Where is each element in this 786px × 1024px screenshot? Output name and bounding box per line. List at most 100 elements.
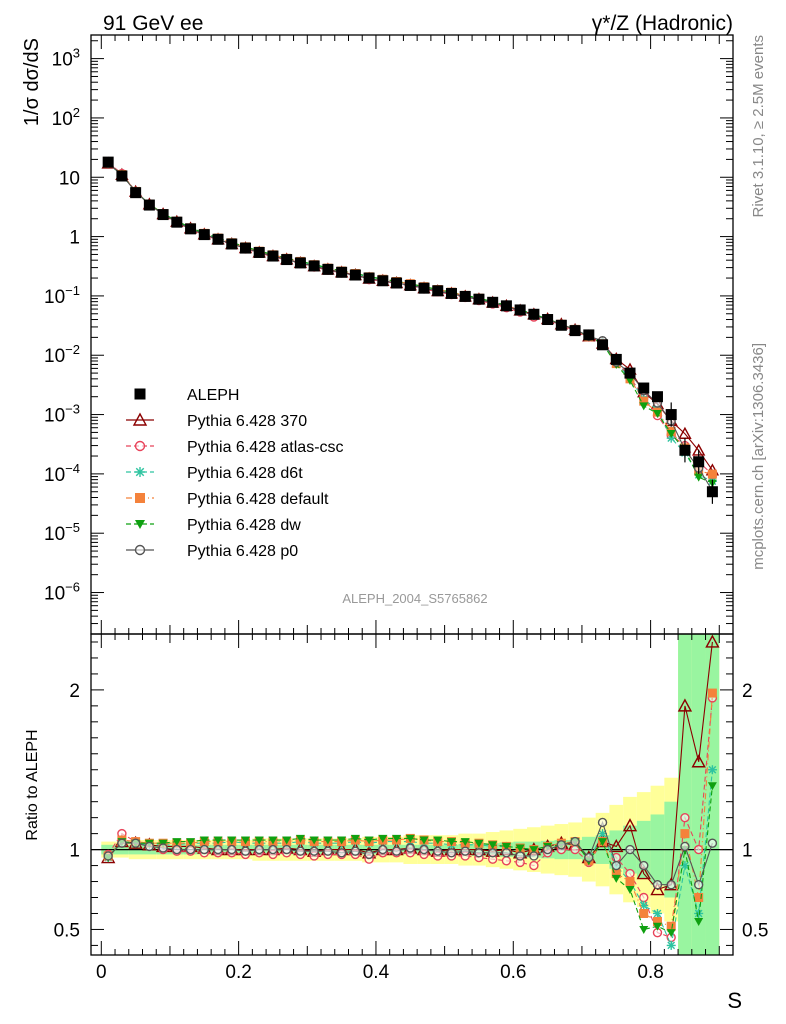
data-point <box>597 339 609 351</box>
data-point <box>239 242 251 254</box>
legend-entry-label: ALEPH <box>187 387 239 404</box>
ratio-series-marker <box>350 846 361 856</box>
legend-marker <box>132 412 148 426</box>
header-left-label: 91 GeV ee <box>103 12 203 35</box>
mcplots-side-label: mcplots.cern.ch [arXiv:1306.3436] <box>750 343 767 570</box>
ratio-series-marker <box>186 838 196 847</box>
main-y-axis-label: 1/σ dσ/dS <box>21 38 43 126</box>
rivet-side-label: Rivet 3.1.10, ≥ 2.5M events <box>750 35 767 218</box>
data-point <box>308 260 320 272</box>
ratio-series-marker <box>419 844 429 855</box>
ratio-series-marker <box>350 834 360 843</box>
legend-marker <box>135 520 145 529</box>
ratio-series-marker <box>598 838 608 847</box>
x-tick-label: 0.2 <box>225 962 251 983</box>
legend-marker <box>134 388 146 400</box>
x-tick-label: 0.8 <box>637 962 663 983</box>
ratio-series-marker <box>529 851 539 861</box>
data-point <box>116 170 128 182</box>
ratio-plot-frame <box>90 633 734 956</box>
data-point <box>693 456 705 468</box>
ratio-series-marker <box>337 836 347 845</box>
ratio-series-marker <box>677 698 693 712</box>
data-point <box>294 257 306 269</box>
ratio-series-marker <box>707 688 717 698</box>
ratio-series-marker <box>460 846 470 856</box>
ratio-series-marker <box>117 838 127 848</box>
data-point <box>130 187 142 199</box>
main-y-tick-label: 102 <box>52 105 80 130</box>
ratio-series-marker <box>542 844 553 855</box>
data-point <box>624 367 636 379</box>
data-point <box>679 444 691 456</box>
ratio-series-marker <box>625 886 635 895</box>
ratio-series-marker <box>336 848 347 858</box>
data-point <box>185 223 197 235</box>
data-point <box>487 296 499 308</box>
stat-uncertainty-band <box>678 634 692 955</box>
data-point <box>418 282 430 294</box>
ratio-series-marker <box>694 893 704 903</box>
ratio-y-tick-label-right: 0.5 <box>742 920 768 941</box>
data-point <box>377 275 389 287</box>
ratio-series-marker <box>488 841 498 850</box>
ratio-series-marker <box>693 844 704 855</box>
x-tick-label: 0.4 <box>363 962 390 983</box>
ratio-series-marker <box>501 848 512 858</box>
ratio-series-marker <box>622 818 638 832</box>
ratio-series-marker <box>652 922 662 931</box>
ratio-series-marker <box>378 844 388 855</box>
data-point <box>528 308 540 320</box>
ratio-series-marker <box>609 838 624 853</box>
ratio-series-marker <box>529 860 539 871</box>
ratio-series-marker <box>172 838 182 847</box>
ratio-series-marker <box>652 908 662 918</box>
legend-entry-label: Pythia 6.428 d6t <box>187 465 303 482</box>
data-point <box>638 382 650 394</box>
data-point <box>212 233 224 245</box>
ratio-y-tick-label-left: 1 <box>69 841 80 862</box>
main-series-marker <box>652 410 662 419</box>
ratio-series-marker <box>707 838 718 848</box>
ratio-series-marker <box>364 849 374 860</box>
ratio-series-marker <box>474 839 484 848</box>
data-point <box>322 263 334 275</box>
main-y-tick-label: 10−2 <box>44 342 80 367</box>
x-axis-label: S <box>727 988 742 1013</box>
main-series-marker <box>639 396 649 406</box>
ratio-series-marker <box>446 848 457 858</box>
data-point <box>253 246 265 258</box>
ratio-series-marker <box>515 851 525 861</box>
legend-marker <box>134 544 146 556</box>
ratio-series-marker <box>172 844 182 855</box>
ratio-series-marker <box>556 840 567 850</box>
ratio-series-marker <box>584 852 594 863</box>
legend-entry-label: Pythia 6.428 p0 <box>187 543 298 560</box>
ratio-y-tick-label-left: 0.5 <box>54 920 80 941</box>
data-point <box>583 329 595 341</box>
ratio-series-marker <box>282 836 292 845</box>
ratio-series-marker <box>707 782 717 791</box>
ratio-series-marker <box>705 634 720 648</box>
ratio-series-marker <box>199 836 209 845</box>
ratio-series-marker <box>405 843 415 853</box>
main-y-tick-label: 103 <box>52 46 80 71</box>
legend-entry-label: Pythia 6.428 370 <box>187 413 307 430</box>
x-tick-label: 0 <box>96 962 107 983</box>
legend-marker <box>134 440 146 452</box>
ratio-series-marker <box>309 846 319 856</box>
ratio-series-marker <box>323 846 333 856</box>
ratio-y-tick-label-left: 2 <box>69 681 80 702</box>
ratio-series-marker <box>639 908 649 918</box>
ratio-series-line <box>107 693 713 927</box>
legend-entry-label: Pythia 6.428 default <box>187 491 329 508</box>
ratio-series-marker <box>680 841 690 852</box>
ratio-series-marker <box>529 846 539 855</box>
ratio-series-marker <box>391 846 402 856</box>
ratio-series-marker <box>666 921 676 931</box>
ratio-series-marker <box>680 812 690 823</box>
ratio-y-tick-label-right: 1 <box>742 841 753 862</box>
data-point <box>226 238 238 250</box>
ratio-series-marker <box>625 844 635 855</box>
